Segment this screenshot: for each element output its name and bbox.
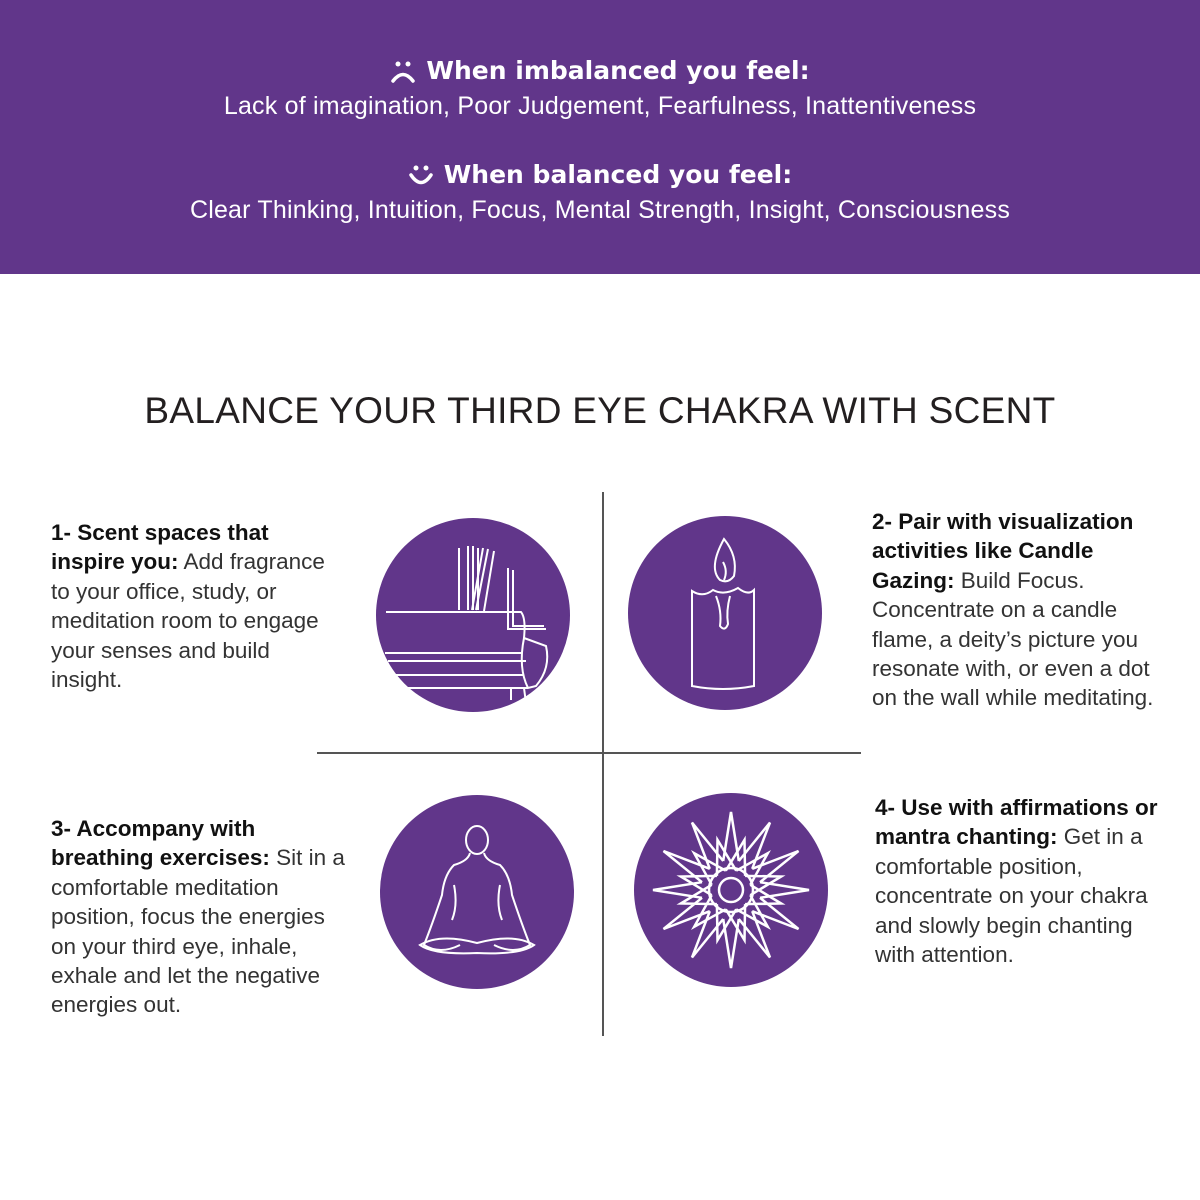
tip-4: 4- Use with affirmations or mantra chant…	[875, 795, 1158, 968]
balanced-heading: When balanced you feel:	[0, 160, 1200, 189]
horizontal-divider	[317, 752, 861, 754]
meditation-pose-icon	[380, 795, 574, 989]
balanced-text: Clear Thinking, Intuition, Focus, Mental…	[189, 196, 1011, 224]
sad-face-icon	[391, 61, 416, 83]
lotus-mandala-icon	[634, 793, 828, 987]
tip-1: 1- Scent spaces that inspire you: Add fr…	[51, 520, 325, 693]
candle-icon	[628, 516, 822, 710]
feelings-banner: When imbalanced you feel: Lack of imagin…	[0, 0, 1200, 274]
tip-2: 2- Pair with visualization activities li…	[872, 509, 1154, 711]
tip-3: 3- Accompany with breathing exercises: S…	[51, 816, 345, 1018]
page-title: BALANCE YOUR THIRD EYE CHAKRA WITH SCENT	[144, 390, 1056, 431]
imbalanced-text: Lack of imagination, Poor Judgement, Fea…	[223, 92, 977, 120]
vertical-divider	[602, 492, 604, 1036]
imbalanced-heading: When imbalanced you feel:	[0, 56, 1200, 85]
sofa-room-icon	[376, 518, 570, 712]
happy-face-icon	[408, 165, 433, 185]
